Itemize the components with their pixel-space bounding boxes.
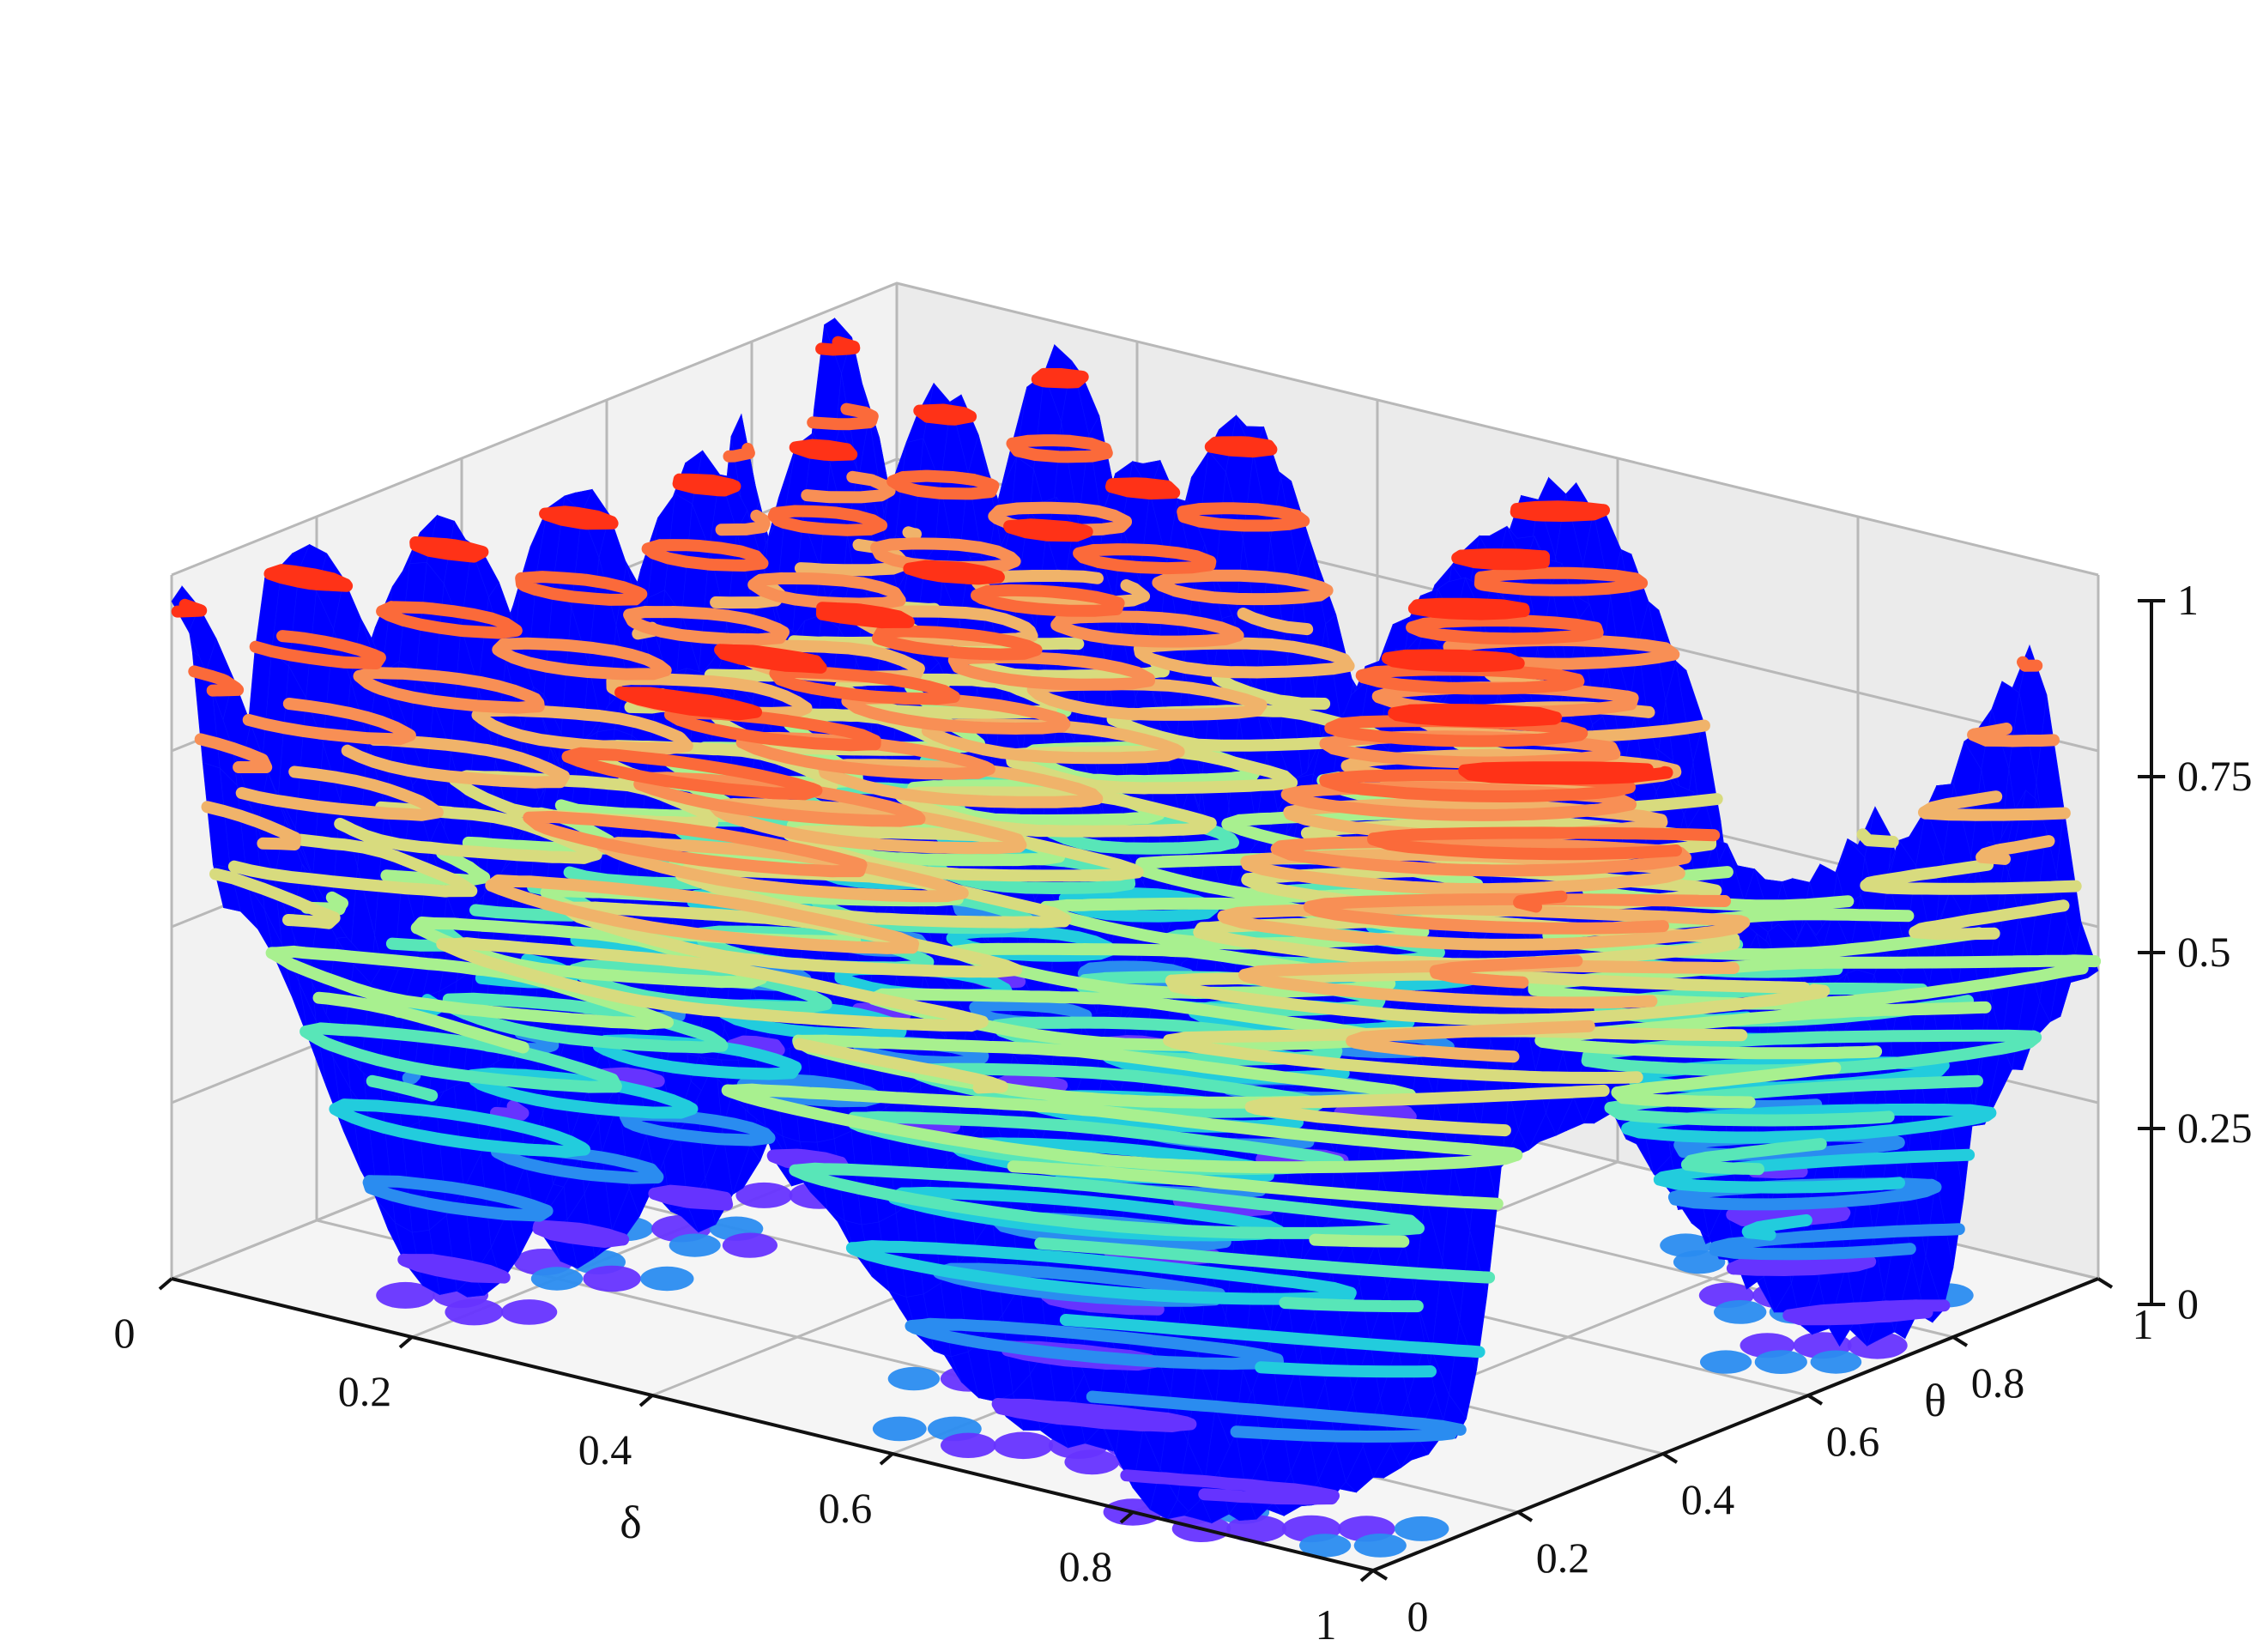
floor-contour-patch	[872, 1416, 927, 1442]
floor-contour-patch	[583, 1265, 641, 1292]
floor-contour-patch	[1754, 1350, 1807, 1374]
floor-contour-patch	[500, 1299, 558, 1325]
floor-contour-patch	[887, 1366, 941, 1391]
z-gridline-4	[171, 281, 2099, 577]
floor-contour-patch	[735, 1182, 793, 1208]
floor-contour-patch	[530, 1267, 584, 1291]
floor-contour-patch	[376, 1281, 435, 1309]
floor-contour-patch	[993, 1431, 1054, 1460]
floor-contour-patch	[1226, 1515, 1286, 1543]
floor-contour-patch	[941, 1432, 996, 1459]
floor-contour-patch	[669, 1233, 721, 1257]
floor-contour-patch	[445, 1298, 504, 1326]
floor-contour-patch	[1299, 1534, 1352, 1558]
floor-contour-patch	[1394, 1516, 1449, 1541]
floor-contour-patch	[1700, 1350, 1752, 1374]
floor-contour-patch	[722, 1232, 778, 1258]
floor-contour-patch	[1673, 1250, 1726, 1274]
floor-contour-patch	[1353, 1534, 1407, 1558]
floor-contour-patch	[1714, 1300, 1767, 1324]
floor-contour-patch	[1064, 1449, 1120, 1475]
floor-contour-patch	[640, 1266, 694, 1292]
floor-contour-patch	[1810, 1350, 1862, 1374]
